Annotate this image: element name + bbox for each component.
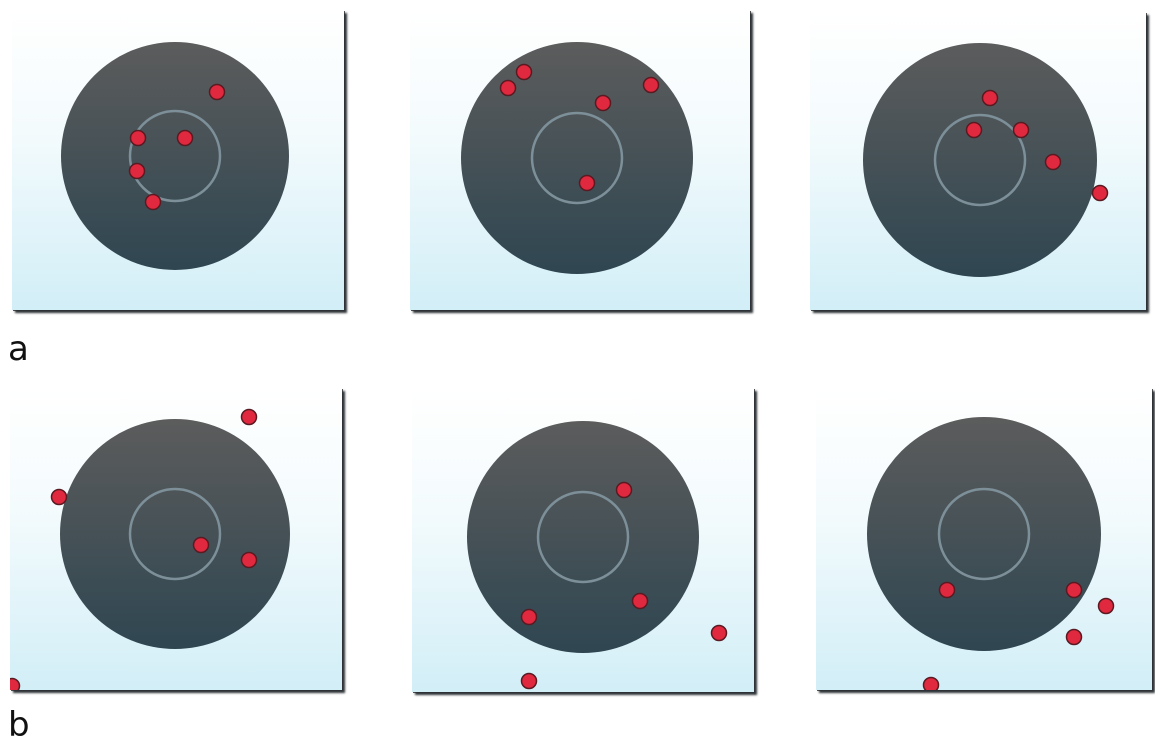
dots	[128, 83, 226, 211]
dot	[240, 551, 258, 569]
dot	[129, 129, 147, 147]
dot	[642, 76, 660, 94]
dot	[1012, 121, 1030, 139]
dot	[1097, 597, 1115, 615]
center-ring	[128, 487, 222, 581]
dot	[615, 481, 633, 499]
dots	[520, 481, 728, 690]
row-label-a: a	[8, 329, 29, 369]
target-disc	[467, 421, 699, 653]
dot	[128, 162, 146, 180]
dot	[1044, 153, 1062, 171]
dots	[10, 408, 258, 690]
dot	[520, 608, 538, 626]
center-ring	[530, 111, 624, 205]
dot	[50, 488, 68, 506]
dot	[922, 676, 940, 690]
dot	[176, 129, 194, 147]
center-ring	[536, 490, 630, 584]
target-diagram	[461, 42, 693, 274]
dots	[965, 89, 1109, 202]
dot	[578, 174, 596, 192]
dot	[499, 79, 517, 97]
dot	[710, 624, 728, 642]
target-diagram	[867, 417, 1115, 690]
dot	[515, 63, 533, 81]
dot	[520, 672, 538, 690]
dots	[922, 581, 1115, 690]
dot	[981, 89, 999, 107]
target-disc	[867, 417, 1101, 651]
dot	[240, 408, 258, 426]
dot	[1065, 581, 1083, 599]
target-disc	[61, 42, 289, 270]
dot	[1091, 184, 1109, 202]
panel-a2	[410, 10, 750, 310]
target-disc	[863, 43, 1097, 277]
dot	[594, 94, 612, 112]
target-disc	[461, 42, 693, 274]
dot	[938, 581, 956, 599]
panel-a3	[810, 12, 1146, 310]
dot	[965, 121, 983, 139]
dots	[499, 63, 660, 192]
target-disc	[60, 419, 290, 649]
row-label-b: b	[8, 705, 30, 745]
center-ring	[933, 113, 1027, 207]
target-diagram	[467, 421, 728, 690]
target-diagram	[10, 408, 290, 690]
panel-b3	[816, 388, 1152, 690]
panel-a1	[12, 10, 344, 310]
dot	[208, 83, 226, 101]
dot	[1065, 628, 1083, 646]
center-ring	[128, 109, 222, 203]
target-diagram	[61, 42, 289, 270]
dot	[10, 677, 21, 690]
target-diagram	[863, 43, 1109, 277]
dot	[144, 193, 162, 211]
panel-b2	[412, 388, 754, 692]
dot	[192, 536, 210, 554]
dot	[631, 592, 649, 610]
panel-b1	[10, 388, 342, 690]
center-ring	[937, 487, 1031, 581]
